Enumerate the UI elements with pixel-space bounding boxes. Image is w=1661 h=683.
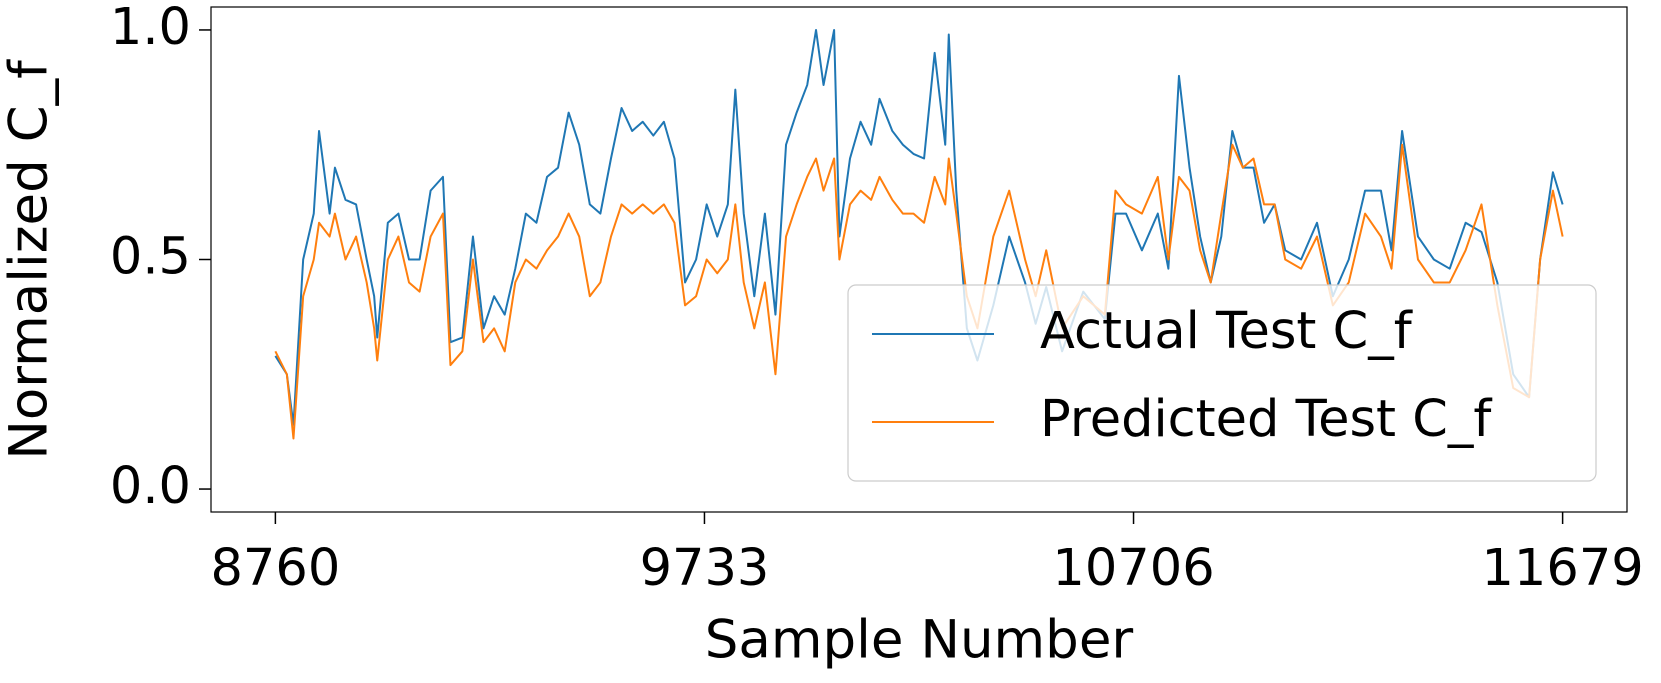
y-tick-label: 0.5 <box>110 228 191 287</box>
plot-frame <box>210 6 1628 513</box>
x-tick-label: 11679 <box>1481 539 1643 598</box>
y-tick-label: 1.0 <box>110 0 191 57</box>
x-tick-label: 10706 <box>1052 539 1214 598</box>
data-line <box>274 143 1564 440</box>
y-axis-label: Normalized C_f <box>0 59 60 460</box>
data-line <box>274 28 1564 426</box>
legend: Actual Test C_f Predicted Test C_f <box>847 284 1597 482</box>
x-tick-label: 8760 <box>210 539 340 598</box>
legend-box <box>847 284 1597 482</box>
y-tick-label: 0.0 <box>110 457 191 516</box>
x-axis-label: Sample Number <box>705 610 1134 671</box>
legend-label: Actual Test C_f <box>1040 302 1413 361</box>
x-tick-label: 9733 <box>640 539 770 598</box>
legend-label: Predicted Test C_f <box>1040 390 1492 449</box>
